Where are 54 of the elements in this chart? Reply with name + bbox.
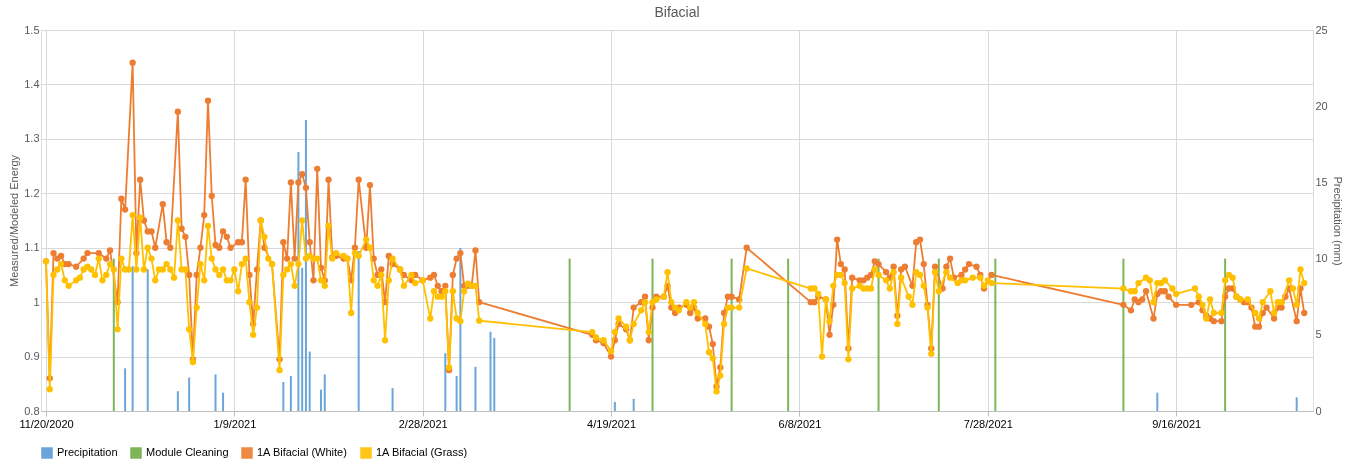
legend-label: 1A Bifacial (Grass) [376,446,468,458]
y2-tick-label: 5 [1315,328,1322,341]
y2-tick-label: 10 [1315,252,1328,265]
bar [632,398,635,411]
y-tick-label: 1.5 [24,23,40,36]
bar [730,258,733,411]
y2-axis-title: Precipitation (mm) [1331,176,1344,266]
bar [568,258,571,411]
bar [1156,392,1159,411]
y-tick-label: 1 [33,295,40,308]
bar [188,377,191,411]
bar [489,331,492,411]
bar [289,375,292,411]
chart-title: Bifacial [654,4,700,20]
y-tick-label: 1.2 [24,186,40,199]
legend-label: Module Cleaning [146,446,229,458]
bar [222,392,225,411]
y2-tick-label: 25 [1315,23,1328,36]
x-tick-label: 2/28/2021 [398,417,448,430]
y2-tick-label: 15 [1315,175,1328,188]
y-tick-label: 0.9 [24,350,40,363]
y-tick-label: 0.8 [24,404,40,417]
bar [214,374,217,411]
x-tick-label: 1/9/2021 [213,417,257,430]
legend-label: 1A Bifacial (White) [257,446,347,458]
y-tick-label: 1.3 [24,132,40,145]
y-tick-label: 1.4 [24,77,40,90]
bar [301,267,304,411]
x-tick-label: 9/16/2021 [1152,417,1202,430]
bar [877,258,880,411]
bar [391,388,394,411]
bar [124,368,127,411]
bar [131,266,134,411]
y2-tick-label: 20 [1315,99,1328,112]
bar [1295,397,1298,411]
bar [320,389,322,411]
y-tick-label: 1.1 [24,241,40,254]
bar [613,401,616,411]
x-tick-label: 11/20/2020 [19,417,74,430]
bar [308,351,311,411]
bar [787,258,790,411]
x-tick-label: 7/28/2021 [963,417,1013,430]
bar [1122,258,1125,411]
y-axis-title: Measured/Modeled Energy [8,154,21,288]
bar [323,374,326,411]
bar [282,382,285,411]
bar [357,250,360,411]
bar [994,258,997,411]
legend-label: Precipitation [57,446,118,458]
bar [176,391,179,411]
x-tick-label: 4/19/2021 [587,417,637,430]
x-tick-label: 6/8/2021 [778,417,822,430]
y2-tick-label: 0 [1315,404,1322,417]
bar [474,366,477,411]
